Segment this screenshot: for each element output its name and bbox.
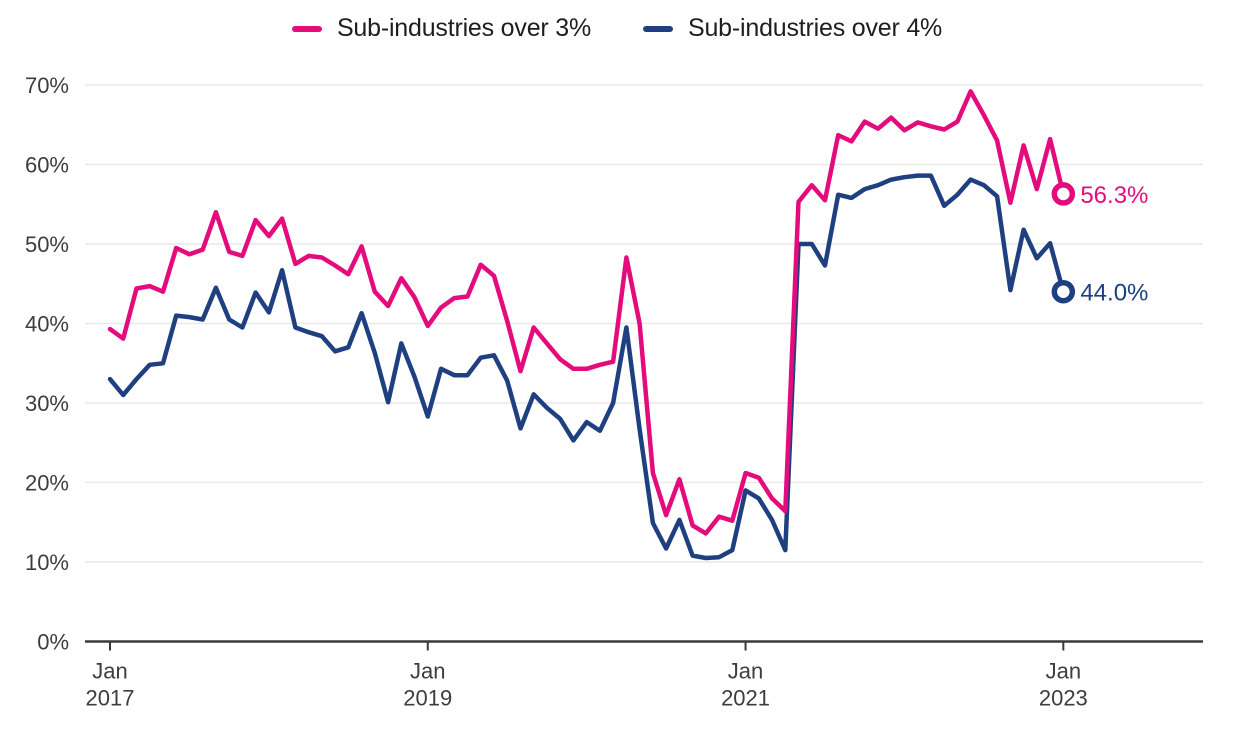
series-line-over-4pct xyxy=(107,173,1066,561)
y-tick-label-30: 30% xyxy=(25,391,69,416)
y-tick-label-60: 60% xyxy=(25,153,69,178)
x-tick-label-month-2021: Jan xyxy=(728,659,763,684)
x-tick-label-month-2023: Jan xyxy=(1046,659,1081,684)
legend-swatch-navy-icon xyxy=(643,25,673,32)
y-tick-label-50: 50% xyxy=(25,232,69,257)
y-tick-label-40: 40% xyxy=(25,312,69,337)
x-tick-label-month-2019: Jan xyxy=(410,659,445,684)
legend-item-over-4: Sub-industries over 4% xyxy=(643,14,942,43)
legend-label-over-3: Sub-industries over 3% xyxy=(336,14,591,42)
y-tick-label-0: 0% xyxy=(37,630,69,655)
x-tick-label-year-2023: 2023 xyxy=(1039,686,1088,711)
end-label-over-4pct: 44.0% xyxy=(1080,280,1148,307)
end-marker-over-3pct xyxy=(1051,182,1076,206)
legend-item-over-3: Sub-industries over 3% xyxy=(291,14,591,43)
y-tick-label-20: 20% xyxy=(25,471,69,496)
end-label-over-3pct: 56.3% xyxy=(1080,182,1148,209)
end-marker-over-4pct xyxy=(1051,279,1076,304)
series-line-over-3pct xyxy=(107,89,1066,536)
legend-swatch-pink-icon xyxy=(291,25,322,32)
x-tick-label-year-2021: 2021 xyxy=(721,686,770,711)
x-tick-label-year-2017: 2017 xyxy=(86,686,135,711)
x-tick-label-year-2019: 2019 xyxy=(403,686,452,711)
legend-label-over-4: Sub-industries over 4% xyxy=(688,14,943,42)
x-tick-label-month-2017: Jan xyxy=(92,659,127,684)
y-tick-label-70: 70% xyxy=(25,73,69,98)
legend: Sub-industries over 3% Sub-industries ov… xyxy=(0,14,1234,43)
y-tick-label-10: 10% xyxy=(25,550,69,575)
